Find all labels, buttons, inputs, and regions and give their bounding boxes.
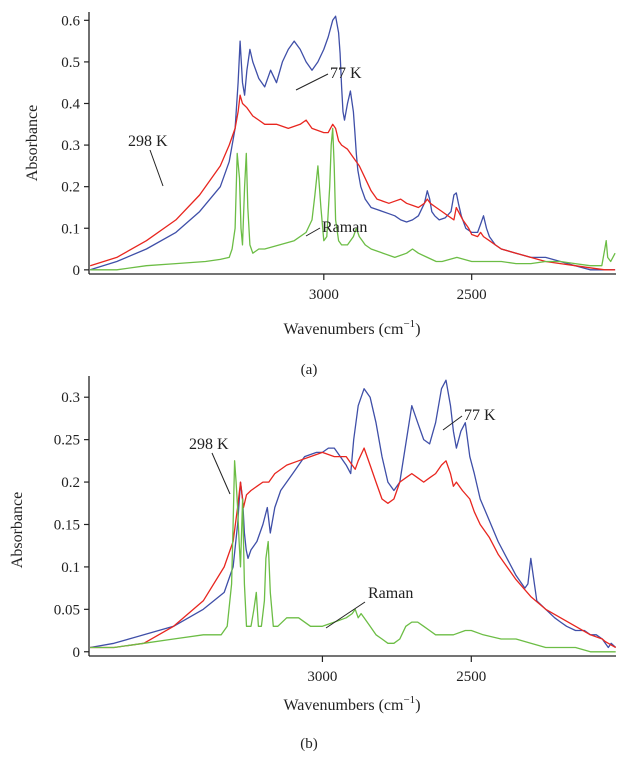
annotation-raman-a: Raman bbox=[322, 219, 367, 236]
panel-label-a: (a) bbox=[301, 362, 318, 378]
y-axis-title-b: Absorbance bbox=[9, 492, 26, 568]
x-ticks-a: 3000 2500 bbox=[309, 274, 487, 303]
annotation-298k-leader-a bbox=[149, 149, 164, 187]
x-axis-title-a: Wavenumbers (cm−1) bbox=[283, 318, 420, 338]
annotation-77k-leader-a bbox=[295, 73, 329, 91]
annotation-298k-a: 298 K bbox=[128, 133, 168, 150]
annotation-298k-b: 298 K bbox=[189, 436, 229, 453]
annotation-77k-a: 77 K bbox=[330, 65, 362, 82]
y-tick-label: 0.2 bbox=[61, 180, 80, 196]
y-tick-label: 0.2 bbox=[61, 475, 80, 491]
series-line-raman-b bbox=[90, 460, 616, 653]
x-tick-label: 2500 bbox=[457, 287, 487, 303]
annotation-raman-b: Raman bbox=[368, 585, 413, 602]
annotation-raman-leader-a bbox=[305, 227, 321, 237]
x-tick-label: 3000 bbox=[309, 287, 339, 303]
y-tick-label: 0 bbox=[73, 263, 81, 279]
annotation-77k-b: 77 K bbox=[464, 407, 496, 424]
annotation-77k-leader-b bbox=[442, 415, 463, 431]
y-tick-label: 0.15 bbox=[54, 517, 80, 533]
y-tick-label: 0 bbox=[73, 645, 81, 661]
series-line-77k-a bbox=[90, 15, 616, 271]
y-tick-label: 0.25 bbox=[54, 433, 80, 449]
annotation-298k-leader-b bbox=[211, 452, 231, 495]
y-tick-label: 0.5 bbox=[61, 55, 80, 71]
annotation-raman-leader-b bbox=[325, 601, 366, 629]
panel-a: 00.10.20.30.40.50.6 3000 2500 Absorbance … bbox=[24, 12, 616, 378]
series-line-raman-a bbox=[90, 127, 616, 271]
panel-label-b: (b) bbox=[300, 736, 318, 752]
y-tick-label: 0.3 bbox=[61, 138, 80, 154]
series-layer-b bbox=[90, 379, 617, 653]
y-ticks-a: 0 0.1 0.2 0.3 0.4 0.5 0.6 bbox=[61, 13, 89, 279]
y-tick-label: 0.1 bbox=[61, 560, 80, 576]
y-tick-label: 0.05 bbox=[54, 602, 80, 618]
x-tick-label: 3000 bbox=[307, 669, 337, 685]
y-tick-label: 0.6 bbox=[61, 13, 80, 29]
series-layer-a bbox=[90, 15, 616, 271]
y-tick-label: 0.3 bbox=[61, 390, 80, 406]
y-tick-label: 0.1 bbox=[61, 221, 80, 237]
x-ticks-b: 3000 2500 bbox=[307, 656, 486, 685]
series-line-77k-b bbox=[90, 379, 617, 649]
y-tick-label: 0.4 bbox=[61, 96, 80, 112]
series-line-298k-a bbox=[90, 94, 616, 271]
series-line-298k-b bbox=[90, 447, 617, 649]
y-ticks-b: 0 0.05 0.1 0.15 0.2 0.25 0.3 bbox=[54, 390, 89, 661]
y-axis-title-a: Absorbance bbox=[24, 105, 41, 181]
x-axis-title-b: Wavenumbers (cm−1) bbox=[283, 694, 420, 714]
x-tick-label: 2500 bbox=[456, 669, 486, 685]
panel-b: 0 0.05 0.1 0.15 0.2 0.25 0.3 3000 2500 Absorban… bbox=[9, 376, 617, 752]
